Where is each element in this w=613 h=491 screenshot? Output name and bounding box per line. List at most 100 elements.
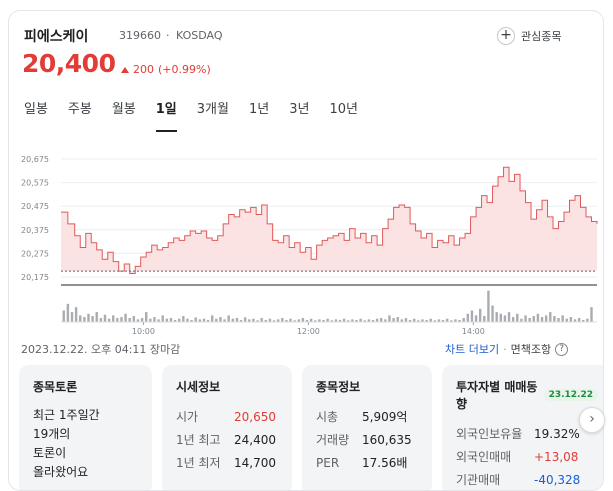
volume-bar	[136, 319, 140, 322]
disclaimer-link[interactable]: 면책조항	[510, 343, 552, 356]
volume-bar	[145, 312, 148, 322]
card-title-text: 투자자별 매매동향	[456, 380, 538, 411]
volume-bar	[248, 319, 251, 322]
volume-bar	[351, 319, 354, 322]
volume-bar	[487, 290, 490, 322]
volume-bar	[528, 318, 531, 322]
price-area	[61, 167, 597, 274]
discussion-text: 최근 1주일간 19개의 토론이 올라왔어요	[33, 406, 138, 482]
volume-bar	[334, 319, 338, 322]
volume-bar	[491, 305, 494, 322]
volume-bar	[95, 312, 98, 322]
volume-bar	[289, 318, 292, 322]
volume-bar	[62, 310, 65, 322]
volume-bar	[458, 320, 461, 322]
volume-bar	[582, 320, 585, 322]
tab-3[interactable]: 1일	[155, 99, 177, 135]
volume-bar	[285, 320, 288, 322]
volume-bar	[421, 319, 424, 322]
volume-bar	[590, 307, 593, 322]
volume-bar	[408, 320, 412, 322]
price-chart[interactable]: 20,675 20,575 20,475 20,375 20,275 20,175 10:0…	[19, 147, 601, 337]
volume-bar	[322, 320, 325, 322]
tab-0[interactable]: 일봉	[24, 102, 48, 117]
tab-6[interactable]: 3년	[289, 102, 310, 117]
volume-bar	[330, 320, 333, 322]
volume-bar	[454, 319, 457, 322]
x-tick-label: 10:00	[132, 327, 155, 336]
volume-bar	[507, 312, 511, 322]
investor-row: 기관매매 -40,328	[456, 469, 598, 490]
volume-bar	[429, 318, 432, 322]
card-title: 시세정보	[176, 380, 221, 394]
chart-more-link[interactable]: 차트 더보기	[445, 343, 500, 356]
volume-bar	[549, 312, 552, 322]
quote-card[interactable]: 시세정보 시가 20,650 1년 최고 24,400 1년 최저 14,700	[162, 365, 292, 490]
volume-bar	[561, 315, 564, 322]
discussion-line: 19개의	[33, 427, 71, 441]
volume-bar	[272, 320, 276, 322]
current-price: 20,400	[22, 49, 116, 78]
stock-name[interactable]: 피에스케이	[24, 29, 89, 45]
volume-bar	[70, 312, 74, 322]
volume-bar	[314, 320, 317, 322]
volume-bar	[450, 320, 453, 322]
add-favorite-button[interactable]: + 관심종목	[497, 25, 561, 47]
row-value: +13,08	[534, 450, 579, 464]
tab-1[interactable]: 주봉	[67, 102, 92, 117]
volume-bar	[264, 320, 267, 322]
volume-bar	[553, 316, 556, 322]
tab-2[interactable]: 월봉	[111, 102, 136, 117]
volume-bar	[128, 318, 131, 322]
volume-bar	[182, 316, 185, 322]
volume-bar	[103, 314, 107, 322]
row-label: 시가	[176, 410, 199, 424]
volume-bar	[293, 320, 296, 322]
volume-bar	[470, 310, 474, 322]
volume-bar	[83, 317, 86, 322]
volume-bar	[375, 318, 379, 322]
volume-bar	[371, 320, 375, 322]
volume-bar	[281, 318, 284, 322]
info-row: 거래량 160,635	[316, 429, 418, 452]
volume-bar	[425, 320, 428, 322]
investor-row: 외국인매매 +13,08	[456, 446, 598, 469]
stock-info-card[interactable]: 종목정보 시총 5,909억 거래량 160,635 PER 17.56배	[302, 365, 432, 490]
volume-bar	[384, 319, 387, 322]
volume-bar	[309, 318, 313, 322]
market-status-date: 2023.12.22. 오후 04:11 장마감	[21, 343, 181, 356]
change-percent: (+0.99%)	[158, 63, 211, 76]
volume-bar	[404, 318, 408, 322]
volume-bar	[540, 317, 544, 322]
volume-bar	[173, 320, 177, 322]
stock-widget: 피에스케이 319660 · KOSDAQ + 관심종목 20,400 200 …	[8, 10, 604, 491]
volume-bar	[227, 315, 230, 322]
volume-bar	[413, 318, 416, 322]
discussion-card[interactable]: 종목토론 최근 1주일간 19개의 토론이 올라왔어요	[19, 365, 152, 490]
plus-icon: +	[497, 27, 515, 45]
volume-bar	[161, 315, 164, 322]
tab-4[interactable]: 3개월	[196, 102, 229, 117]
volume-bar	[223, 319, 226, 322]
volume-bar	[474, 315, 478, 322]
volume-bar	[520, 318, 523, 322]
volume-bar	[157, 319, 160, 322]
help-icon[interactable]: ?	[555, 342, 569, 356]
volume-bar	[363, 320, 366, 322]
investor-row: 외국인보유율 19.32%	[456, 423, 598, 446]
volume-bar	[569, 317, 573, 322]
x-tick-label: 14:00	[462, 327, 485, 336]
row-value: 24,400	[234, 433, 276, 447]
investor-trend-card[interactable]: 투자자별 매매동향 23.12.22 외국인보유율 19.32% 외국인매매 +…	[442, 365, 603, 490]
volume-bar	[231, 318, 234, 322]
volume-bar	[433, 320, 437, 322]
row-label: PER	[316, 456, 340, 470]
volume-bar	[169, 318, 173, 322]
tab-5[interactable]: 1년	[248, 102, 270, 117]
tab-7[interactable]: 10년	[329, 102, 358, 117]
volume-bar	[165, 318, 169, 322]
row-label: 시총	[316, 410, 339, 424]
chevron-right-icon[interactable]: ›	[579, 407, 605, 433]
volume-bar	[392, 318, 395, 322]
price-change: 200 (+0.99%)	[121, 63, 211, 76]
